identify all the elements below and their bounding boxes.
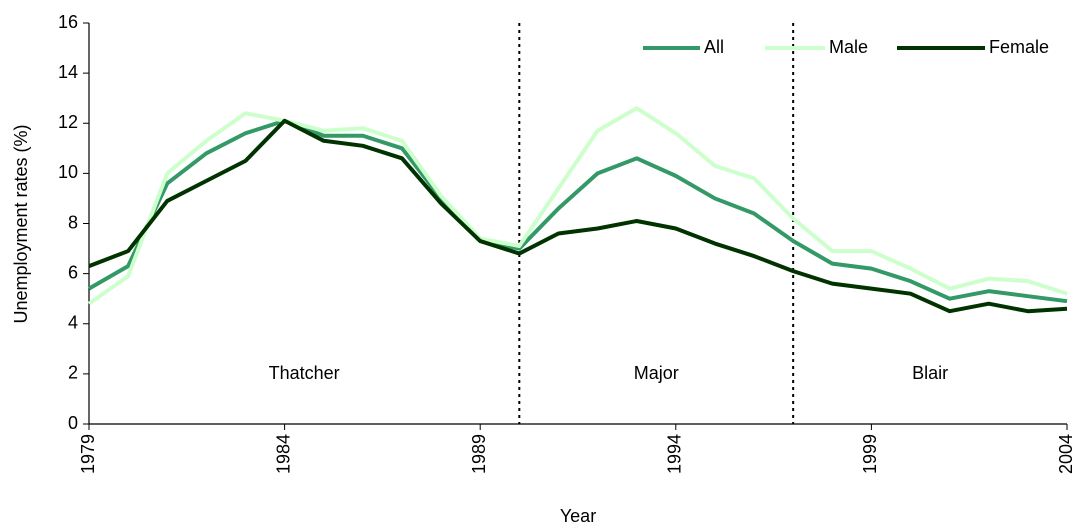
y-tick-label: 2 bbox=[68, 363, 78, 383]
y-tick-label: 12 bbox=[58, 112, 78, 132]
y-tick-label: 14 bbox=[58, 62, 78, 82]
x-tick-label: 1989 bbox=[469, 434, 489, 474]
x-axis-title: Year bbox=[560, 506, 596, 526]
y-tick-label: 10 bbox=[58, 162, 78, 182]
y-tick-label: 4 bbox=[68, 313, 78, 333]
y-tick-label: 0 bbox=[68, 413, 78, 433]
y-tick-label: 6 bbox=[68, 262, 78, 282]
period-label: Major bbox=[634, 363, 679, 383]
x-tick-label: 1994 bbox=[665, 434, 685, 474]
legend-label: All bbox=[704, 37, 724, 57]
series-line bbox=[88, 118, 1068, 304]
x-tick-label: 2004 bbox=[1056, 434, 1076, 474]
x-tick-label: 1979 bbox=[78, 434, 98, 474]
y-tick-label: 8 bbox=[68, 212, 78, 232]
y-axis-title: Unemployment rates (%) bbox=[11, 124, 31, 323]
legend-label: Male bbox=[829, 37, 868, 57]
series-line bbox=[87, 106, 1068, 306]
y-tick-label: 16 bbox=[58, 12, 78, 32]
series-line bbox=[88, 118, 1068, 314]
period-label: Blair bbox=[912, 363, 948, 383]
x-tick-label: 1984 bbox=[273, 434, 293, 474]
legend-label: Female bbox=[989, 37, 1049, 57]
period-label: Thatcher bbox=[269, 363, 340, 383]
x-tick-label: 1999 bbox=[860, 434, 880, 474]
